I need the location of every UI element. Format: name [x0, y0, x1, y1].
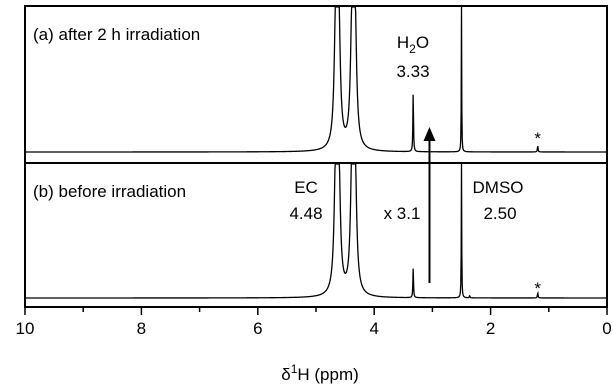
spectrum-trace-2 — [25, 163, 607, 299]
spectra: (a) after 2 h irradiation (b) before irra… — [25, 6, 607, 299]
plot-frame — [24, 5, 608, 308]
x-axis-label: δ1H (ppm) — [281, 362, 359, 384]
ec-shift-value: 4.48 — [289, 204, 322, 223]
ec-label: EC — [294, 178, 318, 197]
panel-label-1: (a) after 2 h irradiation — [33, 25, 200, 44]
impurity-marker-a: * — [534, 129, 541, 148]
h2o-label: H2O — [397, 33, 429, 56]
panel-label-2: (b) before irradiation — [33, 182, 186, 201]
x-tick-label: 10 — [16, 319, 35, 338]
dmso-label: DMSO — [473, 178, 524, 197]
x-tick-label: 2 — [486, 319, 495, 338]
h2o-shift-value: 3.33 — [396, 62, 429, 81]
spectrum-trace-1 — [25, 6, 607, 153]
dmso-shift-value: 2.50 — [483, 204, 516, 223]
x-tick-label: 6 — [253, 319, 262, 338]
x-axis-ticks: 10 8 6 4 2 0 — [16, 307, 612, 338]
x-tick-label: 4 — [369, 319, 378, 338]
x-tick-label: 0 — [602, 319, 611, 338]
plot-border — [24, 5, 608, 308]
scale-factor-label: x 3.1 — [384, 204, 421, 223]
impurity-marker-b: * — [534, 279, 541, 298]
annotations: H2O 3.33 * EC 4.48 DMSO 2.50 x 3.1 * — [289, 33, 541, 298]
arrow-head — [423, 127, 436, 141]
x-tick-label: 8 — [137, 319, 146, 338]
